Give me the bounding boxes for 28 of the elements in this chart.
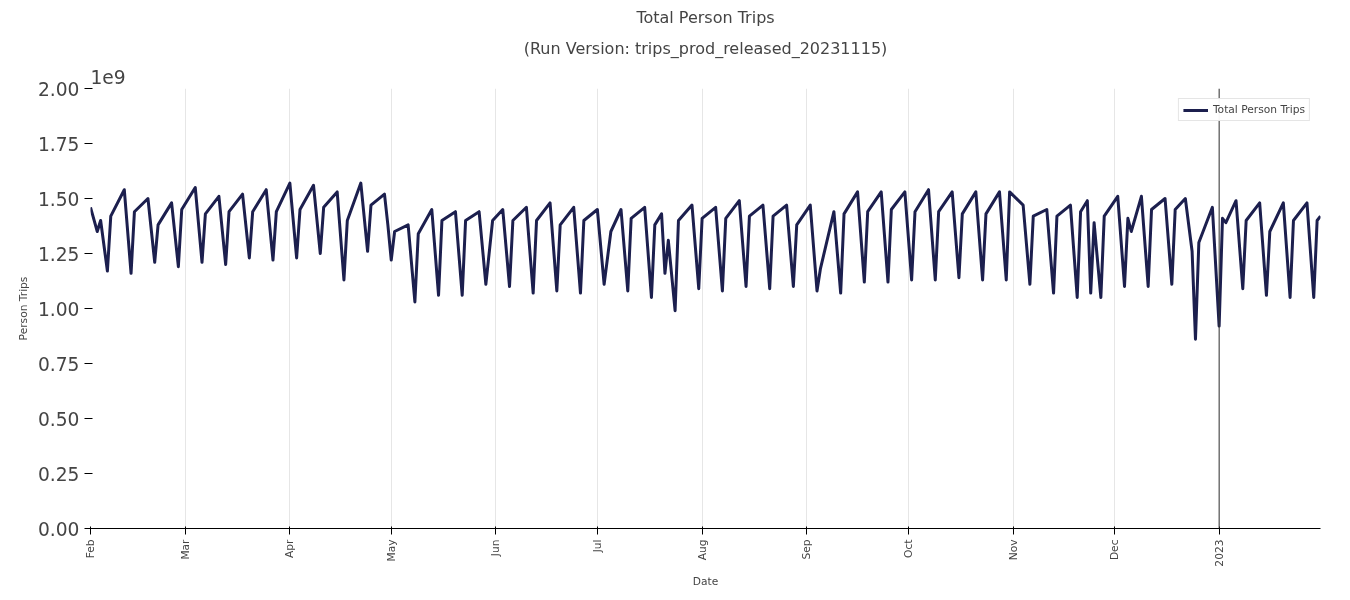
x-tick-label: Nov [1006, 539, 1020, 561]
x-axis-title: Date [692, 574, 719, 588]
x-tick-label: Apr [283, 538, 297, 558]
x-tick-label: 2023 [1212, 539, 1226, 567]
x-tick-label: Oct [901, 539, 915, 558]
x-tick-label: Feb [84, 539, 97, 559]
x-tick-label: Aug [695, 539, 709, 561]
line-series [90, 181, 1321, 341]
y-tick-label: 0.50 [37, 408, 80, 430]
y-tick-label: 0.75 [37, 353, 80, 375]
y-tick-label: 1.50 [37, 188, 80, 210]
y-tick-label: 2.00 [37, 78, 80, 100]
legend-label: Total Person Trips [1212, 103, 1305, 116]
y-tick-label: 0.25 [37, 463, 80, 485]
x-tick-label: Jul [590, 539, 604, 554]
chart-title: Total Person Trips [635, 7, 775, 27]
x-tick-label: Sep [800, 539, 814, 560]
y-tick-label: 1.75 [37, 133, 80, 155]
y-axis-title: Person Trips [16, 276, 30, 341]
y-tick-label: 1.25 [37, 243, 80, 265]
chart-subtitle: (Run Version: trips_prod_released_20231115) [523, 38, 888, 59]
x-tick-label: May [384, 539, 398, 562]
y-tick-label: 1.00 [37, 298, 80, 320]
x-tick-label: Jun [489, 539, 503, 558]
text: 1e9 [90, 66, 126, 88]
x-tick-label: Dec [1107, 539, 1121, 561]
y-tick-label: 0.00 [37, 518, 80, 540]
x-tick-label: Mar [178, 538, 192, 560]
